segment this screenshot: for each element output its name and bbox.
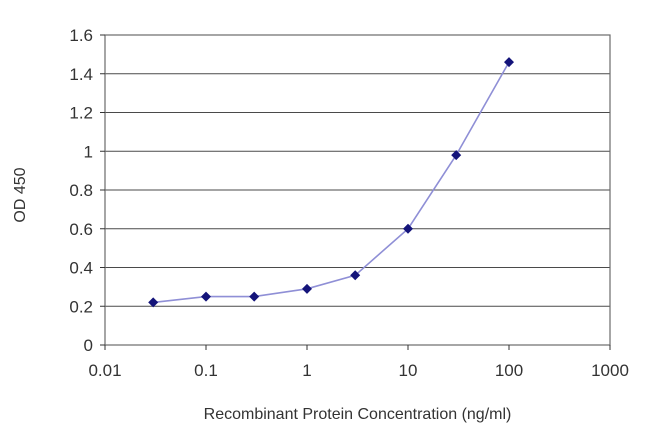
x-tick-label: 0.1 bbox=[194, 361, 218, 380]
grid-lines bbox=[105, 73, 610, 307]
y-axis-tick-labels: 0 0.2 0.4 0.6 0.8 1 1.2 1.4 1.6 bbox=[69, 26, 93, 355]
x-tick-label: 0.01 bbox=[88, 361, 121, 380]
data-point bbox=[403, 223, 413, 234]
x-axis-title: Recombinant Protein Concentration (ng/ml… bbox=[204, 406, 512, 423]
axis-ticks bbox=[100, 34, 611, 350]
y-tick-label: 0.6 bbox=[69, 220, 93, 239]
x-tick-label: 1000 bbox=[591, 361, 629, 380]
data-point bbox=[148, 297, 159, 308]
y-tick-label: 1 bbox=[84, 142, 93, 161]
y-tick-label: 1.2 bbox=[69, 104, 93, 123]
data-point bbox=[302, 283, 312, 294]
y-tick-label: 0.8 bbox=[69, 181, 93, 200]
data-point bbox=[504, 57, 514, 68]
y-tick-label: 0.4 bbox=[69, 259, 93, 278]
x-tick-label: 100 bbox=[495, 361, 523, 380]
data-points bbox=[148, 57, 514, 308]
data-point bbox=[350, 270, 361, 281]
series-line bbox=[153, 61, 510, 304]
data-point bbox=[451, 150, 462, 161]
y-axis-title: OD 450 bbox=[12, 167, 29, 222]
x-tick-label: 10 bbox=[399, 361, 418, 380]
x-tick-label: 1 bbox=[302, 361, 311, 380]
y-tick-label: 0.2 bbox=[69, 297, 93, 316]
y-tick-label: 0 bbox=[84, 336, 93, 355]
y-tick-label: 1.4 bbox=[69, 65, 93, 84]
data-point bbox=[249, 291, 260, 302]
x-axis-tick-labels: 0.01 0.1 1 10 100 1000 bbox=[88, 361, 628, 380]
data-point bbox=[201, 291, 211, 302]
y-tick-label: 1.6 bbox=[69, 26, 93, 45]
